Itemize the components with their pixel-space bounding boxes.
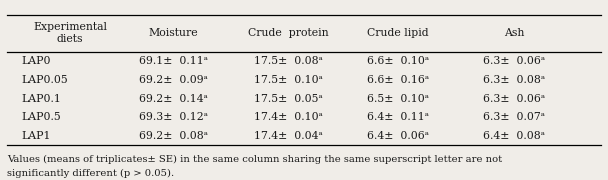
Text: LAP0: LAP0 (21, 57, 51, 66)
Text: 6.4±  0.08ᵃ: 6.4± 0.08ᵃ (483, 131, 545, 141)
Text: 6.6±  0.16ᵃ: 6.6± 0.16ᵃ (367, 75, 429, 85)
Text: LAP1: LAP1 (21, 131, 51, 141)
Text: Ash: Ash (503, 28, 524, 38)
Text: 6.3±  0.06ᵃ: 6.3± 0.06ᵃ (483, 94, 545, 104)
Text: 6.3±  0.07ᵃ: 6.3± 0.07ᵃ (483, 112, 545, 122)
Text: 6.4±  0.11ᵃ: 6.4± 0.11ᵃ (367, 112, 429, 122)
Text: 6.3±  0.06ᵃ: 6.3± 0.06ᵃ (483, 57, 545, 66)
Text: 17.5±  0.05ᵃ: 17.5± 0.05ᵃ (254, 94, 323, 104)
Text: 17.5±  0.08ᵃ: 17.5± 0.08ᵃ (254, 57, 323, 66)
Text: Moisture: Moisture (148, 28, 198, 38)
Text: 69.2±  0.08ᵃ: 69.2± 0.08ᵃ (139, 131, 208, 141)
Text: 69.2±  0.09ᵃ: 69.2± 0.09ᵃ (139, 75, 208, 85)
Text: 17.4±  0.04ᵃ: 17.4± 0.04ᵃ (254, 131, 323, 141)
Text: significantly different (p > 0.05).: significantly different (p > 0.05). (7, 169, 174, 178)
Text: 6.4±  0.06ᵃ: 6.4± 0.06ᵃ (367, 131, 429, 141)
Text: 69.2±  0.14ᵃ: 69.2± 0.14ᵃ (139, 94, 208, 104)
Text: Experimental
diets: Experimental diets (33, 22, 107, 44)
Text: 69.1±  0.11ᵃ: 69.1± 0.11ᵃ (139, 57, 208, 66)
Text: 69.3±  0.12ᵃ: 69.3± 0.12ᵃ (139, 112, 208, 122)
Text: 6.6±  0.10ᵃ: 6.6± 0.10ᵃ (367, 57, 429, 66)
Text: LAP0.05: LAP0.05 (21, 75, 68, 85)
Text: 6.3±  0.08ᵃ: 6.3± 0.08ᵃ (483, 75, 545, 85)
Text: 6.5±  0.10ᵃ: 6.5± 0.10ᵃ (367, 94, 429, 104)
Text: Values (means of triplicates± SE) in the same column sharing the same superscrip: Values (means of triplicates± SE) in the… (7, 155, 502, 164)
Text: Crude  protein: Crude protein (249, 28, 329, 38)
Text: Crude lipid: Crude lipid (367, 28, 429, 38)
Text: LAP0.5: LAP0.5 (21, 112, 61, 122)
Text: LAP0.1: LAP0.1 (21, 94, 61, 104)
Text: 17.4±  0.10ᵃ: 17.4± 0.10ᵃ (254, 112, 323, 122)
Text: 17.5±  0.10ᵃ: 17.5± 0.10ᵃ (254, 75, 323, 85)
